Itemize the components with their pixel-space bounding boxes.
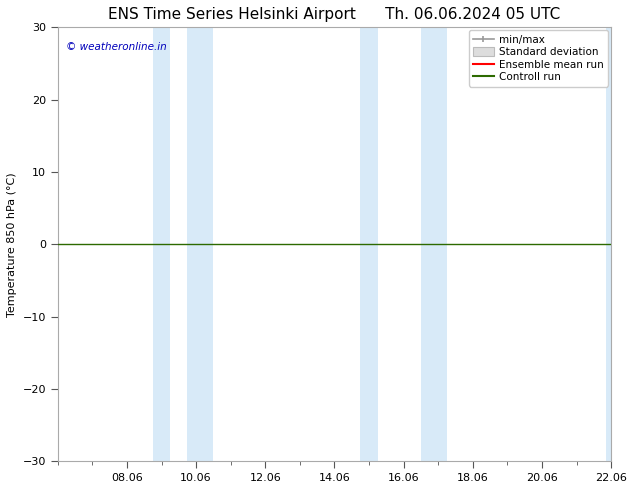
Bar: [606, 27, 611, 461]
Bar: [360, 27, 378, 461]
Bar: [153, 27, 170, 461]
Legend: min/max, Standard deviation, Ensemble mean run, Controll run: min/max, Standard deviation, Ensemble me…: [469, 30, 608, 87]
Bar: [421, 27, 447, 461]
Y-axis label: Temperature 850 hPa (°C): Temperature 850 hPa (°C): [7, 172, 17, 317]
Text: © weatheronline.in: © weatheronline.in: [66, 43, 167, 52]
Bar: [188, 27, 214, 461]
Title: ENS Time Series Helsinki Airport      Th. 06.06.2024 05 UTC: ENS Time Series Helsinki Airport Th. 06.…: [108, 7, 560, 22]
